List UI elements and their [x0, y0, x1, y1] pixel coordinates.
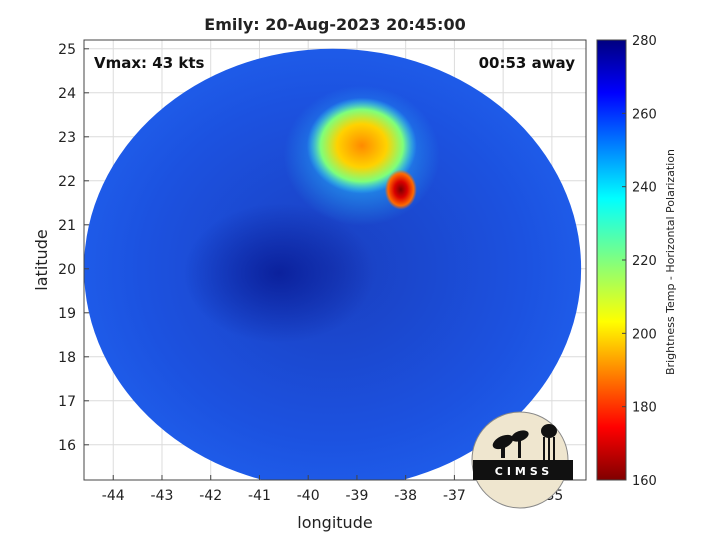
coldest-core	[384, 169, 417, 210]
colorbar	[596, 39, 627, 481]
deep-convection-area	[306, 97, 417, 194]
swath-layer	[84, 48, 582, 480]
axes-frame	[83, 39, 587, 481]
water-tower-icon	[541, 424, 557, 460]
y-tick-label-3: 19	[58, 306, 76, 322]
colorbar-tick-label-2: 200	[632, 327, 657, 342]
x-tick-label-2: -42	[199, 488, 222, 504]
y-tick-label-7: 23	[58, 130, 76, 146]
figure-title: Emily: 20-Aug-2023 20:45:00	[204, 15, 465, 34]
y-tick-label-6: 22	[58, 174, 76, 190]
colorbar-tick-label-4: 240	[632, 181, 657, 196]
time-away-label: 00:53 away	[479, 54, 576, 72]
x-tick-label-6: -38	[394, 488, 417, 504]
satellite-dish-icon	[492, 430, 529, 458]
colorbar-tick-label-6: 280	[632, 34, 657, 49]
logo-banner	[473, 460, 573, 480]
y-tick-label-8: 24	[58, 86, 76, 102]
x-tick-label-1: -43	[151, 488, 174, 504]
x-tick-label-0: -44	[102, 488, 125, 504]
colorbar-tick-label-3: 220	[632, 254, 657, 269]
warm-eye-region	[183, 203, 374, 344]
x-axis-label: longitude	[297, 513, 372, 532]
y-tick-label-2: 18	[58, 350, 76, 366]
x-tick-label-5: -39	[345, 488, 368, 504]
y-tick-label-4: 20	[58, 262, 76, 278]
vmax-label: Vmax: 43 kts	[94, 54, 204, 72]
logo-text: CIMSS	[495, 465, 553, 478]
y-tick-label-5: 21	[58, 218, 76, 234]
cimss-logo: CIMSS	[471, 411, 573, 509]
x-tick-label-3: -41	[248, 488, 271, 504]
colorbar-tick-label-5: 260	[632, 107, 657, 122]
y-tick-label-1: 17	[58, 394, 76, 410]
colorbar-ticks: 160 180 200 220 240 260 280	[622, 34, 657, 489]
colorbar-tick-label-0: 160	[632, 474, 657, 489]
colorbar-tick-label-1: 180	[632, 401, 657, 416]
x-tick-label-4: -40	[297, 488, 320, 504]
y-axis: 16 17 18 19 20 21 22 23 24 25	[58, 42, 89, 454]
y-tick-label-0: 16	[58, 438, 76, 454]
colorbar-label: Brightness Temp - Horizontal Polarizatio…	[664, 149, 677, 375]
y-axis-label: latitude	[32, 229, 51, 290]
x-tick-label-7: -37	[443, 488, 466, 504]
y-tick-label-9: 25	[58, 42, 76, 58]
